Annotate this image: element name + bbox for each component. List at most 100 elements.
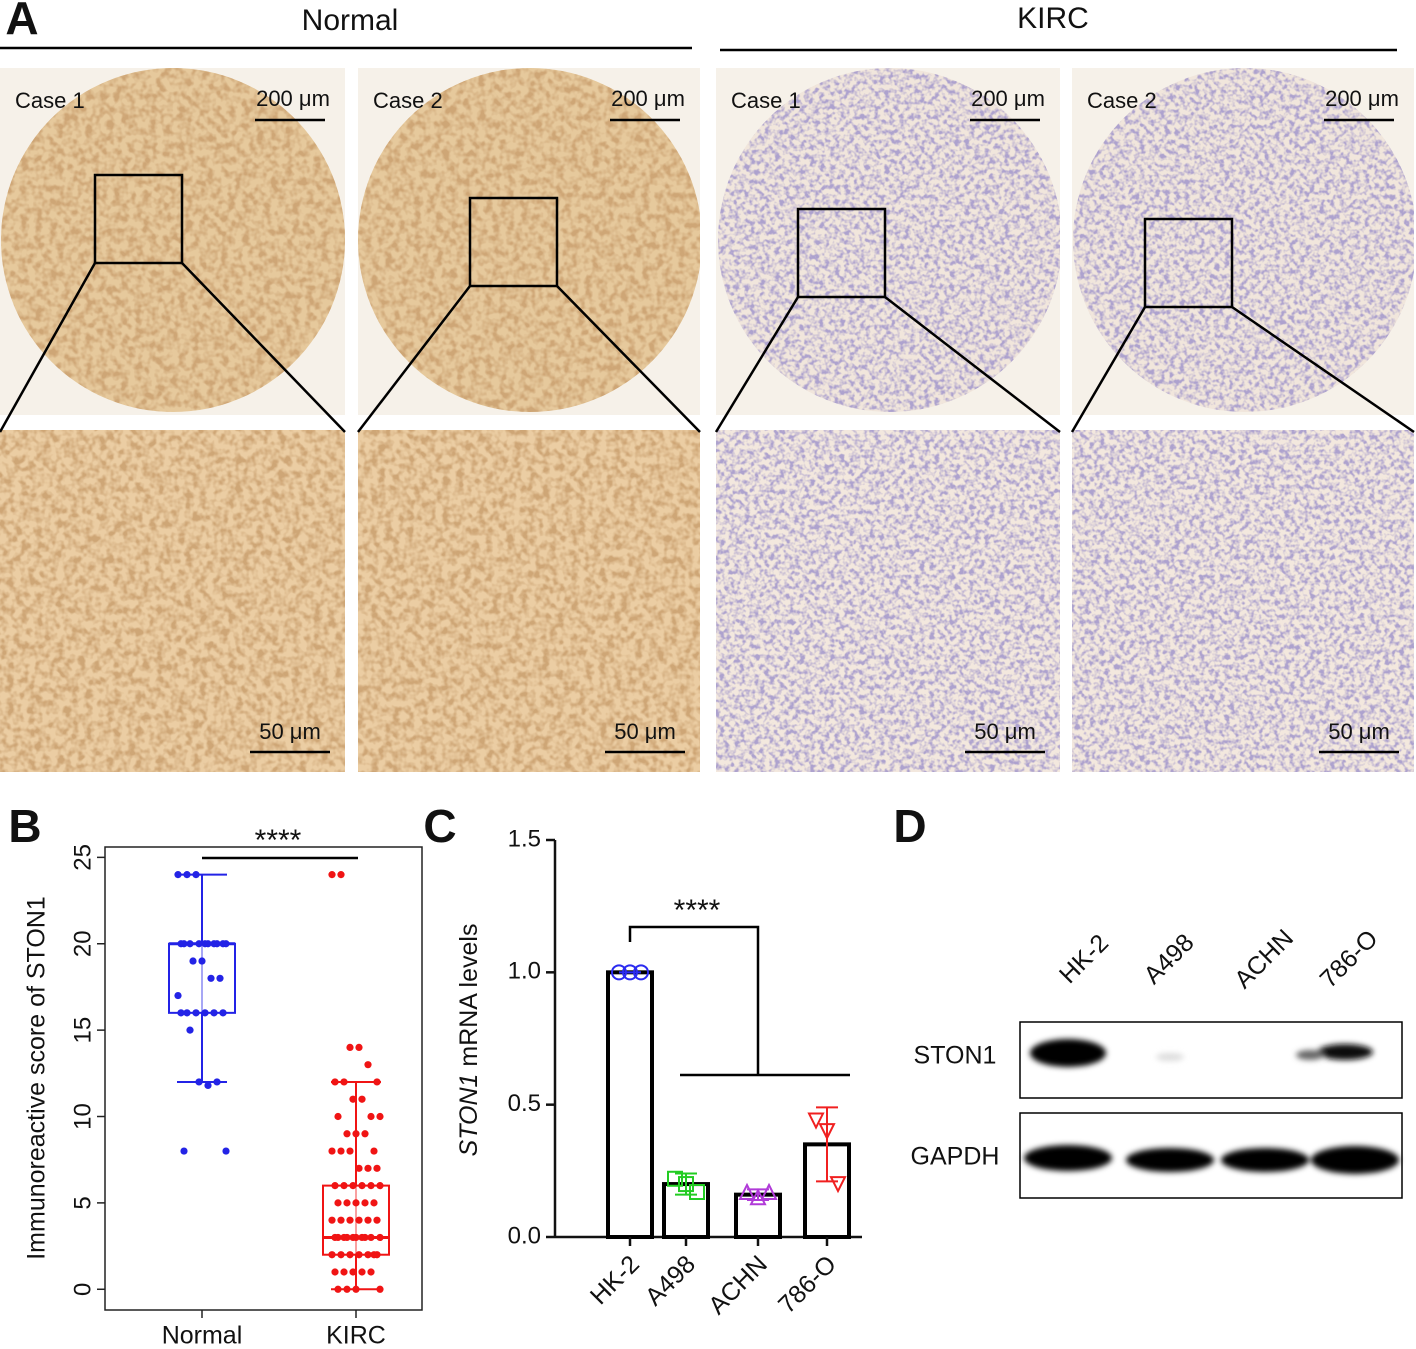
zoom-line [714, 296, 800, 433]
data-point [334, 1199, 342, 1207]
data-point [829, 1176, 847, 1194]
data-point [331, 1182, 339, 1190]
data-point [207, 974, 215, 982]
y-axis-label-text: mRNA levels [455, 924, 483, 1067]
x-tick-label: A498 [640, 1250, 701, 1311]
data-point [337, 1251, 345, 1259]
data-point [373, 1216, 381, 1224]
panel-label: C [423, 800, 456, 852]
micrographs: Case 1 200 μm 50 μm Case 2 200 μm 50 μm Case 1… [0, 68, 1415, 772]
data-point [367, 1268, 375, 1276]
data-point [210, 1009, 218, 1017]
data-point [807, 1112, 825, 1130]
scale-label: 50 μm [974, 719, 1036, 744]
data-point [376, 1112, 384, 1121]
data-point [186, 1026, 194, 1034]
data-point [364, 1251, 372, 1259]
tissue-core [1, 68, 345, 412]
data-point [204, 940, 212, 948]
blot-bands [1024, 1039, 1399, 1174]
band [1024, 1145, 1112, 1171]
detail-image [0, 430, 345, 772]
plot-frame [104, 846, 423, 1311]
zoom-box [468, 196, 559, 288]
bar [734, 1192, 782, 1239]
data-point [183, 1009, 191, 1017]
data-point [370, 1147, 378, 1155]
x-tick-label: HK-2 [585, 1250, 645, 1310]
zoom-box [93, 173, 184, 265]
data-point [358, 1268, 366, 1276]
y-tick-label: 0.5 [508, 1090, 541, 1117]
data-point [355, 1043, 363, 1052]
data-point [343, 1130, 351, 1138]
data-point [818, 1123, 836, 1141]
data-point [346, 1043, 354, 1052]
panel-label: B [8, 800, 41, 852]
data-point [192, 871, 200, 879]
data-point [364, 1061, 372, 1069]
detail-image [358, 430, 700, 772]
y-tick-label: 10 [69, 1103, 96, 1130]
data-point [352, 1233, 360, 1242]
row-label: STON1 [914, 1042, 997, 1070]
data-point [376, 1285, 384, 1293]
data-point [174, 991, 182, 1000]
y-axis-label: STON1 mRNA levels [455, 924, 483, 1157]
data-point [222, 940, 230, 948]
data-point [213, 1078, 221, 1086]
data-point [749, 1188, 767, 1206]
band [1296, 1050, 1324, 1060]
band [1030, 1039, 1106, 1067]
zoom-line [556, 285, 701, 433]
scale-label: 200 μm [1325, 86, 1399, 111]
data-point [219, 1009, 227, 1017]
data-point [376, 1182, 384, 1190]
scale-label: 50 μm [614, 719, 676, 744]
y-tick-label: 25 [69, 844, 96, 871]
zoom-line [357, 285, 471, 433]
data-point [346, 1251, 354, 1259]
data-point [349, 1182, 357, 1190]
data-point [376, 1233, 384, 1242]
data-point [340, 1268, 348, 1276]
data-point [328, 1216, 336, 1224]
data-point [361, 1130, 369, 1138]
group-title: Normal [302, 4, 399, 37]
data-point [343, 1199, 351, 1207]
scale-label: 50 μm [1328, 719, 1390, 744]
zoom-line [181, 262, 346, 433]
data-point [192, 1009, 200, 1017]
lane-label: 786-O [1315, 925, 1384, 994]
scale-label: 200 μm [611, 86, 685, 111]
data-point [611, 964, 627, 981]
data-point [370, 1199, 378, 1207]
data-point [358, 1095, 366, 1103]
data-point [364, 1216, 372, 1224]
data-point [346, 1147, 354, 1155]
lane-label: A498 [1138, 928, 1199, 989]
zoom-line [1070, 306, 1147, 433]
data-point [349, 1095, 357, 1103]
data-point [195, 940, 203, 948]
band [1126, 1148, 1214, 1172]
y-tick-label: 1.5 [508, 825, 541, 852]
band [1311, 1146, 1399, 1174]
scale-label: 200 μm [256, 86, 330, 111]
data-point [183, 871, 191, 879]
data-point [328, 1147, 336, 1155]
tissue-core [358, 68, 700, 412]
row-label: GAPDH [911, 1143, 1000, 1171]
data-point [343, 1285, 351, 1293]
data-point [328, 1251, 336, 1259]
lane-label: ACHN [1229, 924, 1299, 994]
y-tick-label: 15 [69, 1017, 96, 1044]
data-point [340, 1078, 348, 1086]
data-point [352, 1199, 360, 1207]
data-point [689, 1184, 705, 1201]
data-point [738, 1182, 756, 1201]
band [1221, 1148, 1309, 1172]
detail-image [1072, 430, 1414, 772]
